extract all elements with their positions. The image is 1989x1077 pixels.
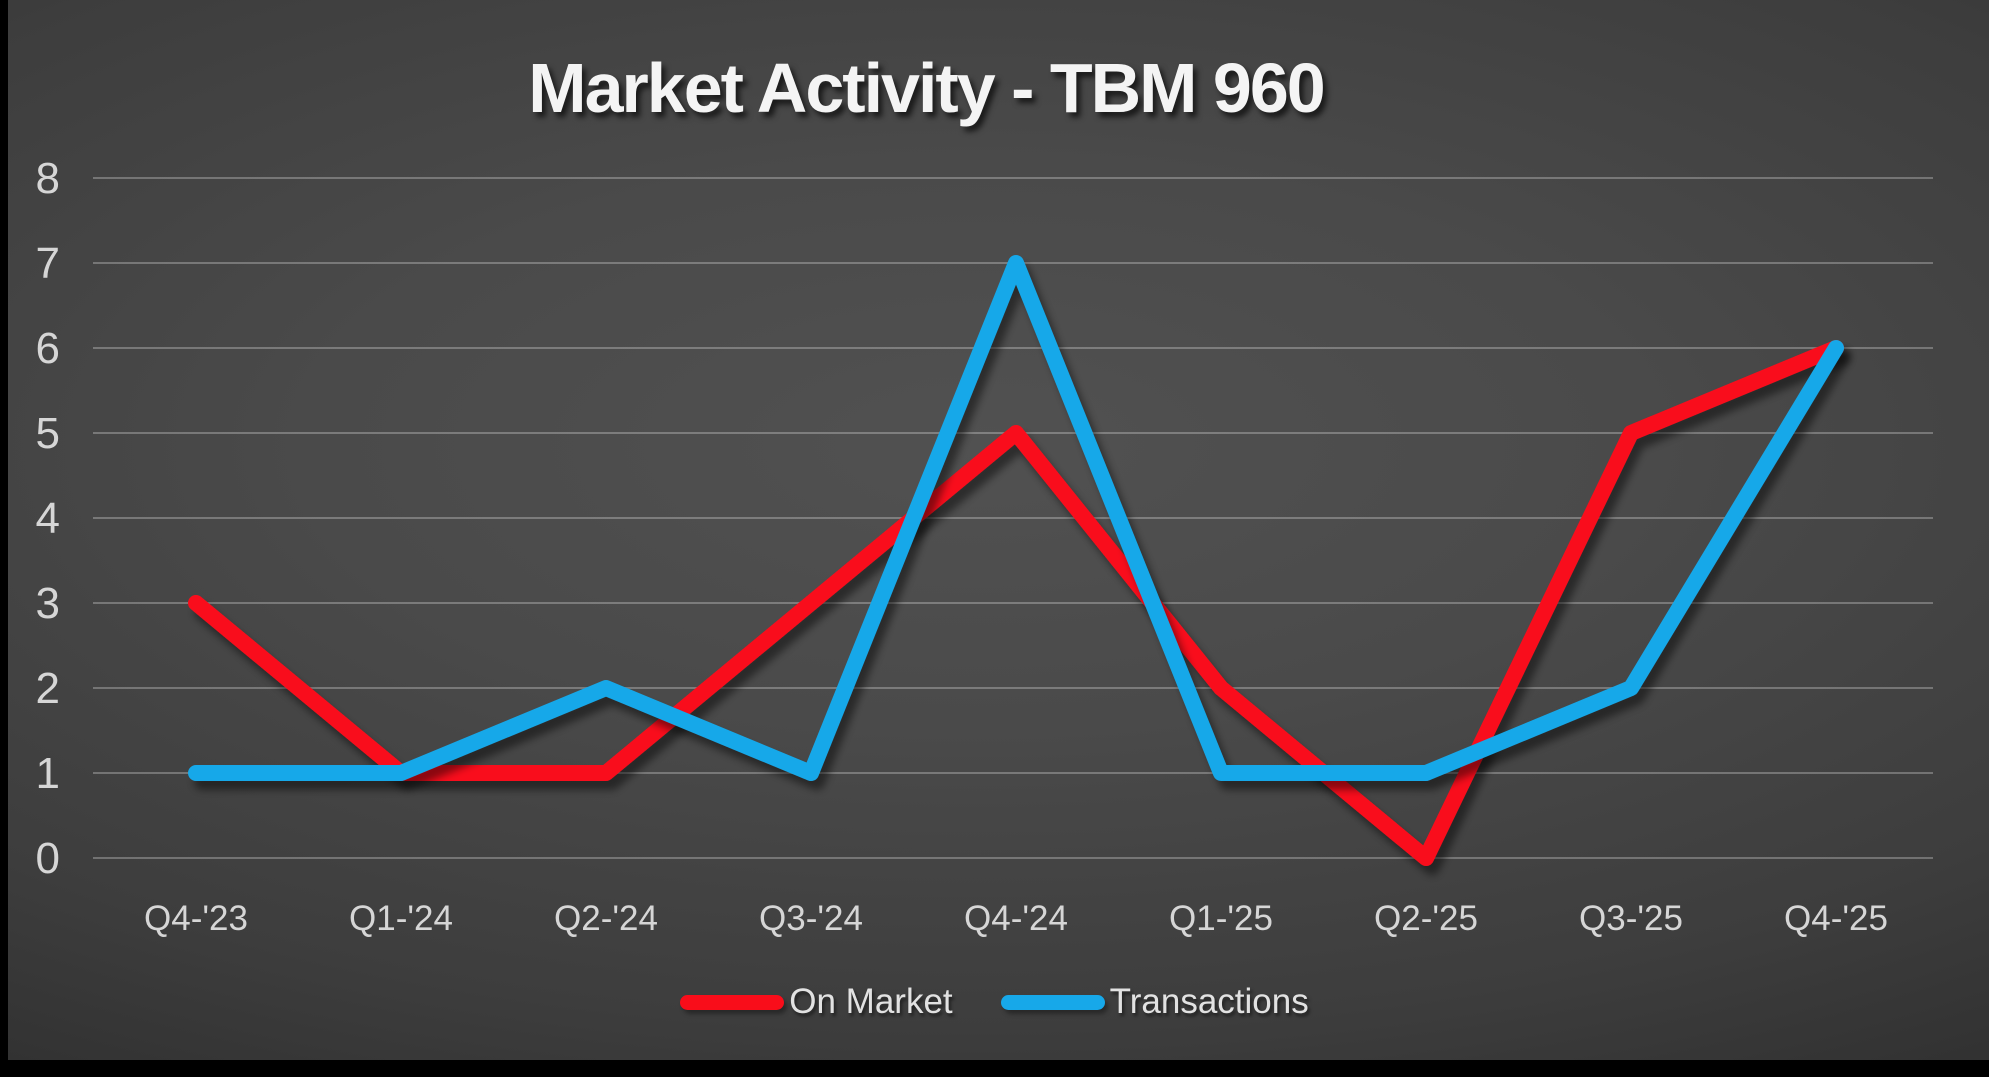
series-line-on-market [188,340,1844,866]
legend-swatch [680,994,785,1010]
x-axis-category-label: Q2-'25 [1374,899,1478,938]
legend-item-on-market: On Market [680,982,953,1022]
y-axis-tick-label: 5 [36,409,60,458]
y-axis-tick-label: 1 [36,749,60,798]
y-axis-tick-label: 0 [36,834,60,883]
chart-legend: On Market Transactions [0,982,1989,1022]
x-axis-category-label: Q2-'24 [554,899,658,938]
x-axis-category-label: Q4-'23 [144,899,248,938]
x-axis-category-label: Q4-'24 [964,899,1068,938]
x-axis-category-label: Q3-'25 [1579,899,1683,938]
legend-label: Transactions [1109,982,1309,1021]
x-axis-category-label: Q3-'24 [759,899,863,938]
y-axis-tick-label: 8 [36,154,60,203]
chart-title: Market Activity - TBM 960 [528,49,1325,127]
y-axis-tick-label: 7 [36,239,60,288]
x-axis-category-label: Q1-'24 [349,899,453,938]
y-axis-tick-label: 2 [36,664,60,713]
y-axis-tick-label: 4 [36,494,60,543]
legend-label: On Market [789,982,953,1021]
series-line-transactions [188,255,1844,781]
y-axis-tick-label: 3 [36,579,60,628]
y-axis-tick-label: 6 [36,324,60,373]
slide-background [8,0,1989,1060]
legend-swatch [1000,994,1105,1010]
x-axis-category-label: Q1-'25 [1169,899,1273,938]
legend-item-transactions: Transactions [1000,982,1309,1022]
x-axis-category-label: Q4-'25 [1784,899,1888,938]
